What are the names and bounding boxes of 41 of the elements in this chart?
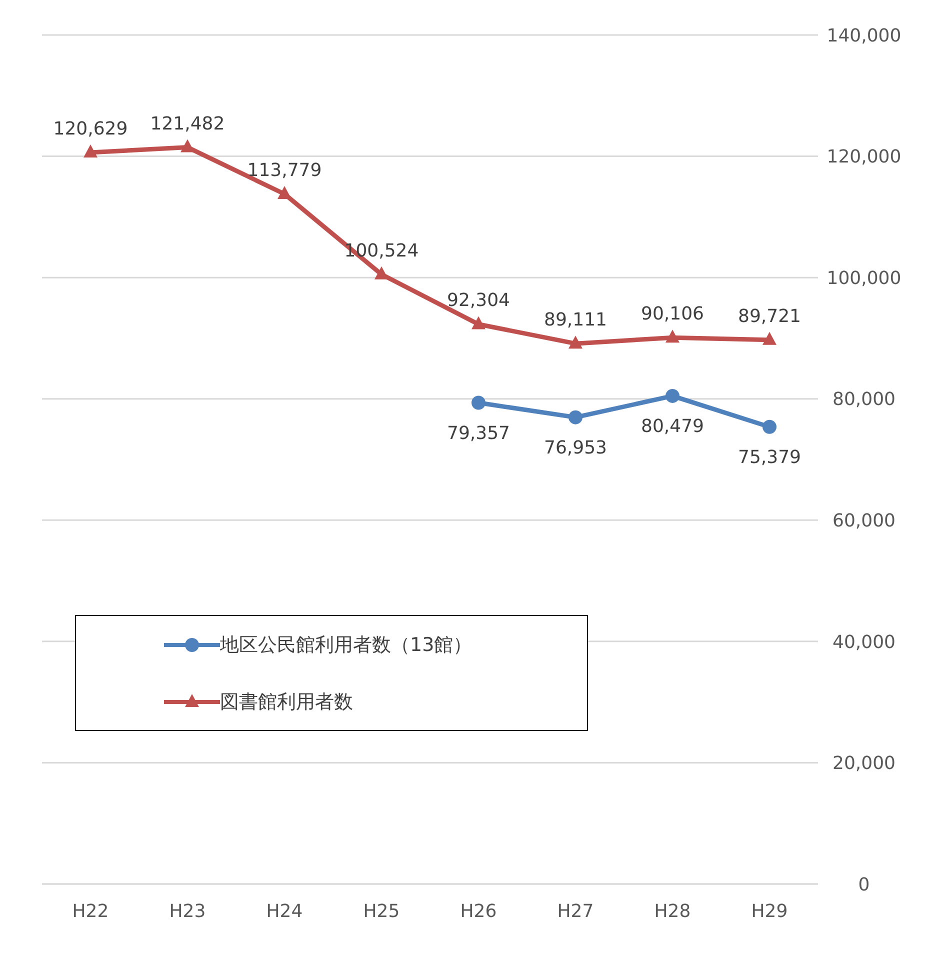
point	[278, 186, 292, 200]
data-label: 92,304	[447, 290, 510, 312]
legend-label: 図書館利用者数	[220, 690, 353, 714]
y-tick-label: 120,000	[826, 146, 902, 168]
x-tick-label: H25	[363, 900, 400, 922]
data-label: 79,357	[447, 422, 510, 444]
y-tick-label: 60,000	[832, 510, 896, 532]
point	[472, 316, 486, 330]
y-tick-label: 100,000	[826, 268, 902, 289]
point	[180, 139, 194, 152]
data-label: 113,779	[247, 160, 322, 182]
x-tick-label: H23	[169, 900, 206, 922]
x-tick-label: H24	[266, 900, 303, 922]
x-tick-label: H22	[72, 900, 109, 922]
point	[472, 396, 486, 410]
point	[762, 420, 776, 434]
y-tick-label: 80,000	[832, 389, 896, 410]
data-label: 121,482	[150, 113, 225, 134]
y-tick-label: 140,000	[826, 25, 902, 46]
point	[762, 332, 776, 345]
data-label: 75,379	[738, 446, 801, 468]
data-label: 90,106	[641, 304, 704, 325]
point	[666, 388, 680, 403]
data-label: 89,111	[544, 310, 607, 331]
x-tick-label: H27	[557, 900, 594, 922]
legend-label: 地区公民館利用者数（13館）	[220, 632, 472, 658]
point	[568, 336, 582, 349]
y-tick-label: 0	[858, 874, 870, 896]
point	[84, 144, 98, 158]
point	[374, 266, 388, 280]
x-tick-label: H29	[751, 900, 788, 922]
data-label: 80,479	[641, 416, 704, 437]
x-tick-label: H28	[654, 900, 691, 922]
data-label: 89,721	[738, 306, 801, 327]
point	[666, 330, 680, 343]
x-tick-label: H26	[460, 900, 497, 922]
data-label: 120,629	[53, 118, 128, 140]
data-label: 76,953	[544, 437, 607, 458]
y-tick-label: 20,000	[832, 753, 896, 774]
y-tick-label: 40,000	[832, 632, 896, 653]
point	[568, 410, 582, 424]
